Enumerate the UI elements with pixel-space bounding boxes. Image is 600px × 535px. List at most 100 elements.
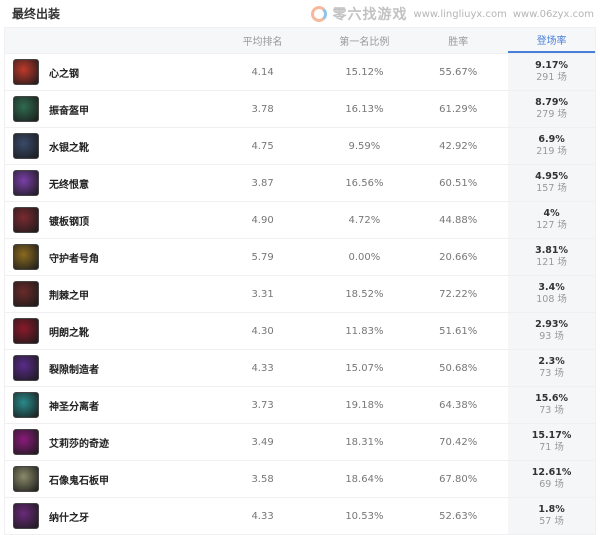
top1-rate: 16.13%	[345, 103, 384, 115]
top1-rate: 9.59%	[348, 140, 381, 152]
games-count: 219 场	[536, 146, 567, 157]
table-row[interactable]: 心之钢 4.14 15.12% 55.67% 9.17% 291 场	[5, 53, 595, 90]
avg-rank: 3.49	[251, 436, 274, 448]
pick-rate-cell: 4% 127 场	[508, 202, 595, 238]
item-cell: 守护者号角	[5, 244, 205, 270]
table-row[interactable]: 守护者号角 5.79 0.00% 20.66% 3.81% 121 场	[5, 238, 595, 275]
table-row[interactable]: 振奋盔甲 3.78 16.13% 61.29% 8.79% 279 场	[5, 90, 595, 127]
win-rate: 70.42%	[439, 436, 478, 448]
games-count: 157 场	[536, 183, 567, 194]
pick-rate: 4%	[543, 208, 560, 219]
table-row[interactable]: 镀板钢顶 4.90 4.72% 44.88% 4% 127 场	[5, 201, 595, 238]
pick-rate-cell: 3.81% 121 场	[508, 239, 595, 275]
table-header: 平均排名 第一名比例 胜率 登场率	[5, 28, 595, 53]
top1-rate: 10.53%	[345, 510, 384, 522]
avg-rank: 4.75	[251, 140, 274, 152]
table-body: 心之钢 4.14 15.12% 55.67% 9.17% 291 场 振奋盔甲 3…	[5, 53, 595, 534]
header-pick-rate[interactable]: 登场率	[508, 28, 595, 53]
games-count: 121 场	[536, 257, 567, 268]
top1-rate: 15.12%	[345, 66, 384, 78]
table-row[interactable]: 荆棘之甲 3.31 18.52% 72.22% 3.4% 108 场	[5, 275, 595, 312]
top1-rate: 16.56%	[345, 177, 384, 189]
pick-rate-cell: 2.93% 93 场	[508, 313, 595, 349]
item-icon	[13, 429, 39, 455]
win-rate: 60.51%	[439, 177, 478, 189]
pick-rate-cell: 15.6% 73 场	[508, 387, 595, 423]
item-icon	[13, 392, 39, 418]
item-icon	[13, 244, 39, 270]
item-icon	[13, 133, 39, 159]
win-rate: 67.80%	[439, 473, 478, 485]
win-rate: 51.61%	[439, 325, 478, 337]
table-row[interactable]: 裂隙制造者 4.33 15.07% 50.68% 2.3% 73 场	[5, 349, 595, 386]
pick-rate-cell: 4.95% 157 场	[508, 165, 595, 201]
pick-rate: 6.9%	[538, 134, 565, 145]
avg-rank: 4.33	[251, 510, 274, 522]
item-cell: 明朗之靴	[5, 318, 205, 344]
avg-rank: 5.79	[251, 251, 274, 263]
header-avg-rank[interactable]: 平均排名	[242, 37, 283, 48]
item-cell: 振奋盔甲	[5, 96, 205, 122]
avg-rank: 4.90	[251, 214, 274, 226]
win-rate: 52.63%	[439, 510, 478, 522]
avg-rank: 3.73	[251, 399, 274, 411]
win-rate: 20.66%	[439, 251, 478, 263]
pick-rate: 9.17%	[535, 60, 569, 71]
table-row[interactable]: 纳什之牙 4.33 10.53% 52.63% 1.8% 57 场	[5, 497, 595, 534]
item-icon	[13, 207, 39, 233]
header-winrate[interactable]: 胜率	[448, 37, 469, 48]
table-row[interactable]: 无终恨意 3.87 16.56% 60.51% 4.95% 157 场	[5, 164, 595, 201]
section-title: 最终出装	[12, 7, 61, 21]
avg-rank: 3.31	[251, 288, 274, 300]
avg-rank: 3.87	[251, 177, 274, 189]
item-name: 镀板钢顶	[49, 216, 89, 228]
item-name: 振奋盔甲	[49, 105, 89, 117]
item-cell: 无终恨意	[5, 170, 205, 196]
avg-rank: 4.33	[251, 362, 274, 374]
avg-rank: 3.58	[251, 473, 274, 485]
item-icon	[13, 281, 39, 307]
games-count: 291 场	[536, 72, 567, 83]
pick-rate-cell: 2.3% 73 场	[508, 350, 595, 386]
pick-rate: 15.17%	[531, 430, 572, 441]
item-name: 石像鬼石板甲	[49, 475, 109, 487]
games-count: 69 场	[539, 479, 564, 490]
pick-rate-cell: 12.61% 69 场	[508, 461, 595, 497]
item-cell: 神圣分离者	[5, 392, 205, 418]
games-count: 73 场	[539, 405, 564, 416]
games-count: 127 场	[536, 220, 567, 231]
watermark-logo-icon	[310, 6, 327, 22]
item-name: 明朗之靴	[49, 327, 89, 339]
item-icon	[13, 59, 39, 85]
pick-rate: 15.6%	[535, 393, 569, 404]
items-table: 平均排名 第一名比例 胜率 登场率 心之钢 4.14 15.12% 55.67%…	[4, 27, 596, 535]
pick-rate: 1.8%	[538, 504, 565, 515]
win-rate: 61.29%	[439, 103, 478, 115]
top1-rate: 0.00%	[348, 251, 381, 263]
table-row[interactable]: 艾莉莎的奇迹 3.49 18.31% 70.42% 15.17% 71 场	[5, 423, 595, 460]
avg-rank: 4.14	[251, 66, 274, 78]
item-cell: 荆棘之甲	[5, 281, 205, 307]
item-icon	[13, 170, 39, 196]
item-name: 水银之靴	[49, 142, 89, 154]
table-row[interactable]: 明朗之靴 4.30 11.83% 51.61% 2.93% 93 场	[5, 312, 595, 349]
pick-rate-cell: 6.9% 219 场	[508, 128, 595, 164]
games-count: 57 场	[539, 516, 564, 527]
games-count: 279 场	[536, 109, 567, 120]
top1-rate: 4.72%	[348, 214, 381, 226]
top1-rate: 11.83%	[345, 325, 384, 337]
item-icon	[13, 355, 39, 381]
watermark-url2: www.06zyx.com	[512, 8, 594, 20]
table-row[interactable]: 水银之靴 4.75 9.59% 42.92% 6.9% 219 场	[5, 127, 595, 164]
table-row[interactable]: 石像鬼石板甲 3.58 18.64% 67.80% 12.61% 69 场	[5, 460, 595, 497]
item-cell: 裂隙制造者	[5, 355, 205, 381]
watermark-text: 零六找游戏	[332, 7, 408, 23]
pick-rate: 2.93%	[535, 319, 569, 330]
pick-rate-cell: 15.17% 71 场	[508, 424, 595, 460]
item-cell: 水银之靴	[5, 133, 205, 159]
item-name: 无终恨意	[49, 179, 89, 191]
header-top1[interactable]: 第一名比例	[339, 37, 390, 48]
table-row[interactable]: 神圣分离者 3.73 19.18% 64.38% 15.6% 73 场	[5, 386, 595, 423]
item-icon	[13, 318, 39, 344]
games-count: 71 场	[539, 442, 564, 453]
